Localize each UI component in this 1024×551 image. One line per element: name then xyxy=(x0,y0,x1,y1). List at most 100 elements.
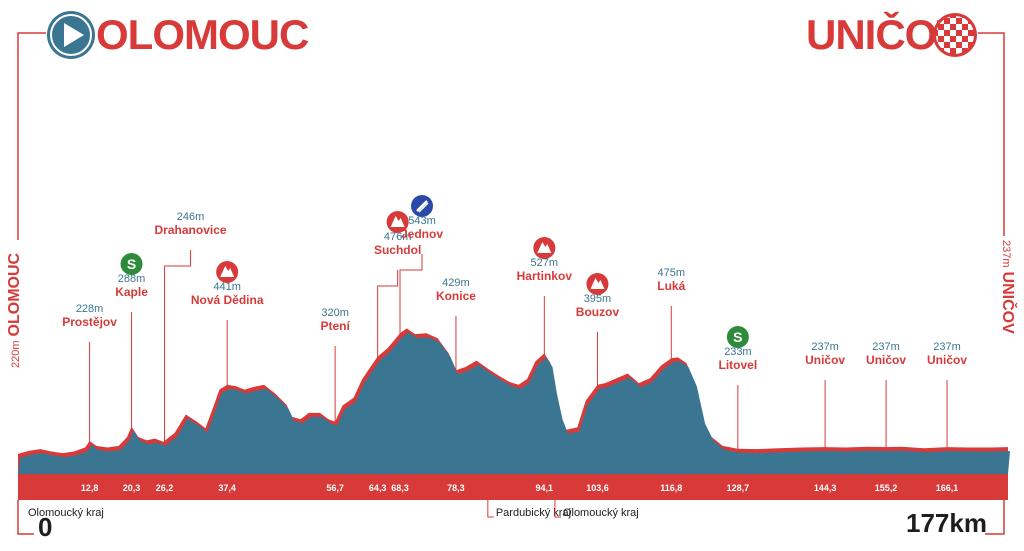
checker-cell xyxy=(974,48,975,54)
waypoint-name: Kaple xyxy=(115,285,148,299)
start-km: 0 xyxy=(38,512,53,542)
km-tick-label: 37,4 xyxy=(218,483,236,493)
waypoint-name: Litovel xyxy=(719,358,758,372)
finish-side-name: UNIČOV xyxy=(999,271,1016,334)
km-tick-label: 26,2 xyxy=(156,483,174,493)
region-divider xyxy=(554,500,561,518)
km-bar: 12,8 20,3 26,2 37,4 56,7 64,3 68,3 78,3 94,1 103,… xyxy=(18,474,1008,500)
checker-cell xyxy=(944,30,950,36)
checker-cell xyxy=(968,42,974,48)
km-tick-label: 56,7 xyxy=(326,483,344,493)
waypoint-elevation: 237m xyxy=(872,341,900,353)
waypoint-elevation: 476m xyxy=(384,231,412,243)
waypoint-name: Nová Dědina xyxy=(191,293,264,307)
km-tick-label: 103,6 xyxy=(586,483,609,493)
waypoint-elevation: 527m xyxy=(531,257,559,269)
sprint-icon-bg xyxy=(120,253,143,275)
checker-cell xyxy=(962,42,968,48)
waypoint-name: Bouzov xyxy=(576,305,620,319)
checker-cell xyxy=(938,30,944,36)
mountain-icon xyxy=(533,237,556,259)
mountain-icon xyxy=(386,211,409,233)
sprint-icon-bg xyxy=(726,326,749,348)
checker-cell xyxy=(956,48,962,54)
waypoint-elevation: 395m xyxy=(584,293,612,305)
checker-cell xyxy=(962,36,968,42)
sprint-icon-letter: S xyxy=(733,329,742,345)
waypoint-name: Uničov xyxy=(866,353,906,367)
frame-left-top xyxy=(17,32,46,240)
feed-zone-icon-fork xyxy=(418,202,429,213)
waypoint-elevation: 237m xyxy=(933,341,961,353)
checker-cell xyxy=(956,30,962,36)
waypoint-name: Drahanovice xyxy=(155,223,227,237)
waypoint-elevation: 543m xyxy=(408,215,436,227)
km-bar-background xyxy=(18,474,1008,500)
profile-fill xyxy=(18,332,1010,474)
waypoint-name: Uničov xyxy=(927,353,967,367)
mountain-icon-shape xyxy=(390,216,405,227)
finish-km: 177km xyxy=(906,508,987,538)
km-tick-label: 12,8 xyxy=(81,483,99,493)
start-badge xyxy=(46,10,96,60)
finish-elevation: 237m xyxy=(1000,240,1012,268)
checker-cell xyxy=(935,15,938,18)
checker-cell xyxy=(935,36,938,42)
checker-cell xyxy=(968,36,974,42)
mountain-icon-shape xyxy=(590,278,605,289)
checker-cell xyxy=(968,15,974,18)
waypoint-elevation: 228m xyxy=(76,303,104,315)
checker-cell xyxy=(938,24,944,30)
waypoints-layer: 228mProstějovS288mKaple246mDrahanovice44… xyxy=(62,195,967,451)
waypoint-elevation: 320m xyxy=(321,307,349,319)
waypoint-leader xyxy=(377,270,399,359)
waypoint-leader xyxy=(399,254,423,336)
waypoint-elevation: 475m xyxy=(658,267,686,279)
finish-badge xyxy=(932,12,978,58)
region-label: Olomoucký kraj xyxy=(563,507,639,519)
km-tick-label: 20,3 xyxy=(123,483,141,493)
waypoint-elevation: 288m xyxy=(118,273,146,285)
waypoint-name: Prostějov xyxy=(62,315,117,329)
checker-cell xyxy=(944,18,950,24)
checker-cell xyxy=(956,36,962,42)
waypoint-name: Hartinkov xyxy=(517,269,573,283)
checker-cell xyxy=(944,42,950,48)
frame-left-bottom xyxy=(17,500,34,535)
region-divider xyxy=(487,500,494,518)
checker-cell xyxy=(950,36,956,42)
waypoint-name: Luká xyxy=(657,279,685,293)
checker-cell xyxy=(956,42,962,48)
km-tick-label: 64,3 xyxy=(369,483,387,493)
waypoint-elevation: 429m xyxy=(442,277,470,289)
sprint-icon: S xyxy=(120,253,143,275)
waypoint-leader xyxy=(164,250,192,443)
km-tick-label: 94,1 xyxy=(536,483,554,493)
checker-cell xyxy=(935,54,938,55)
checkered-flag-icon xyxy=(933,13,977,57)
mountain-icon xyxy=(586,273,609,295)
waypoint-elevation: 441m xyxy=(213,281,241,293)
checker-cell xyxy=(938,42,944,48)
mountain-icon-shape xyxy=(537,242,552,253)
checker-cell xyxy=(938,54,944,55)
checker-cell xyxy=(950,18,956,24)
checker-cell xyxy=(944,36,950,42)
waypoint-name: Suchdol xyxy=(374,243,421,257)
km-tick-label: 78,3 xyxy=(447,483,465,493)
checker-cell xyxy=(962,18,968,24)
mountain-icon-shape xyxy=(220,266,235,277)
checker-cell xyxy=(974,54,975,55)
region-label: Olomoucký kraj xyxy=(28,507,104,519)
sprint-icon: S xyxy=(726,326,749,348)
checker-cell xyxy=(956,18,962,24)
checker-cell xyxy=(950,15,956,18)
checker-cell xyxy=(935,48,938,54)
checker-cell xyxy=(950,24,956,30)
